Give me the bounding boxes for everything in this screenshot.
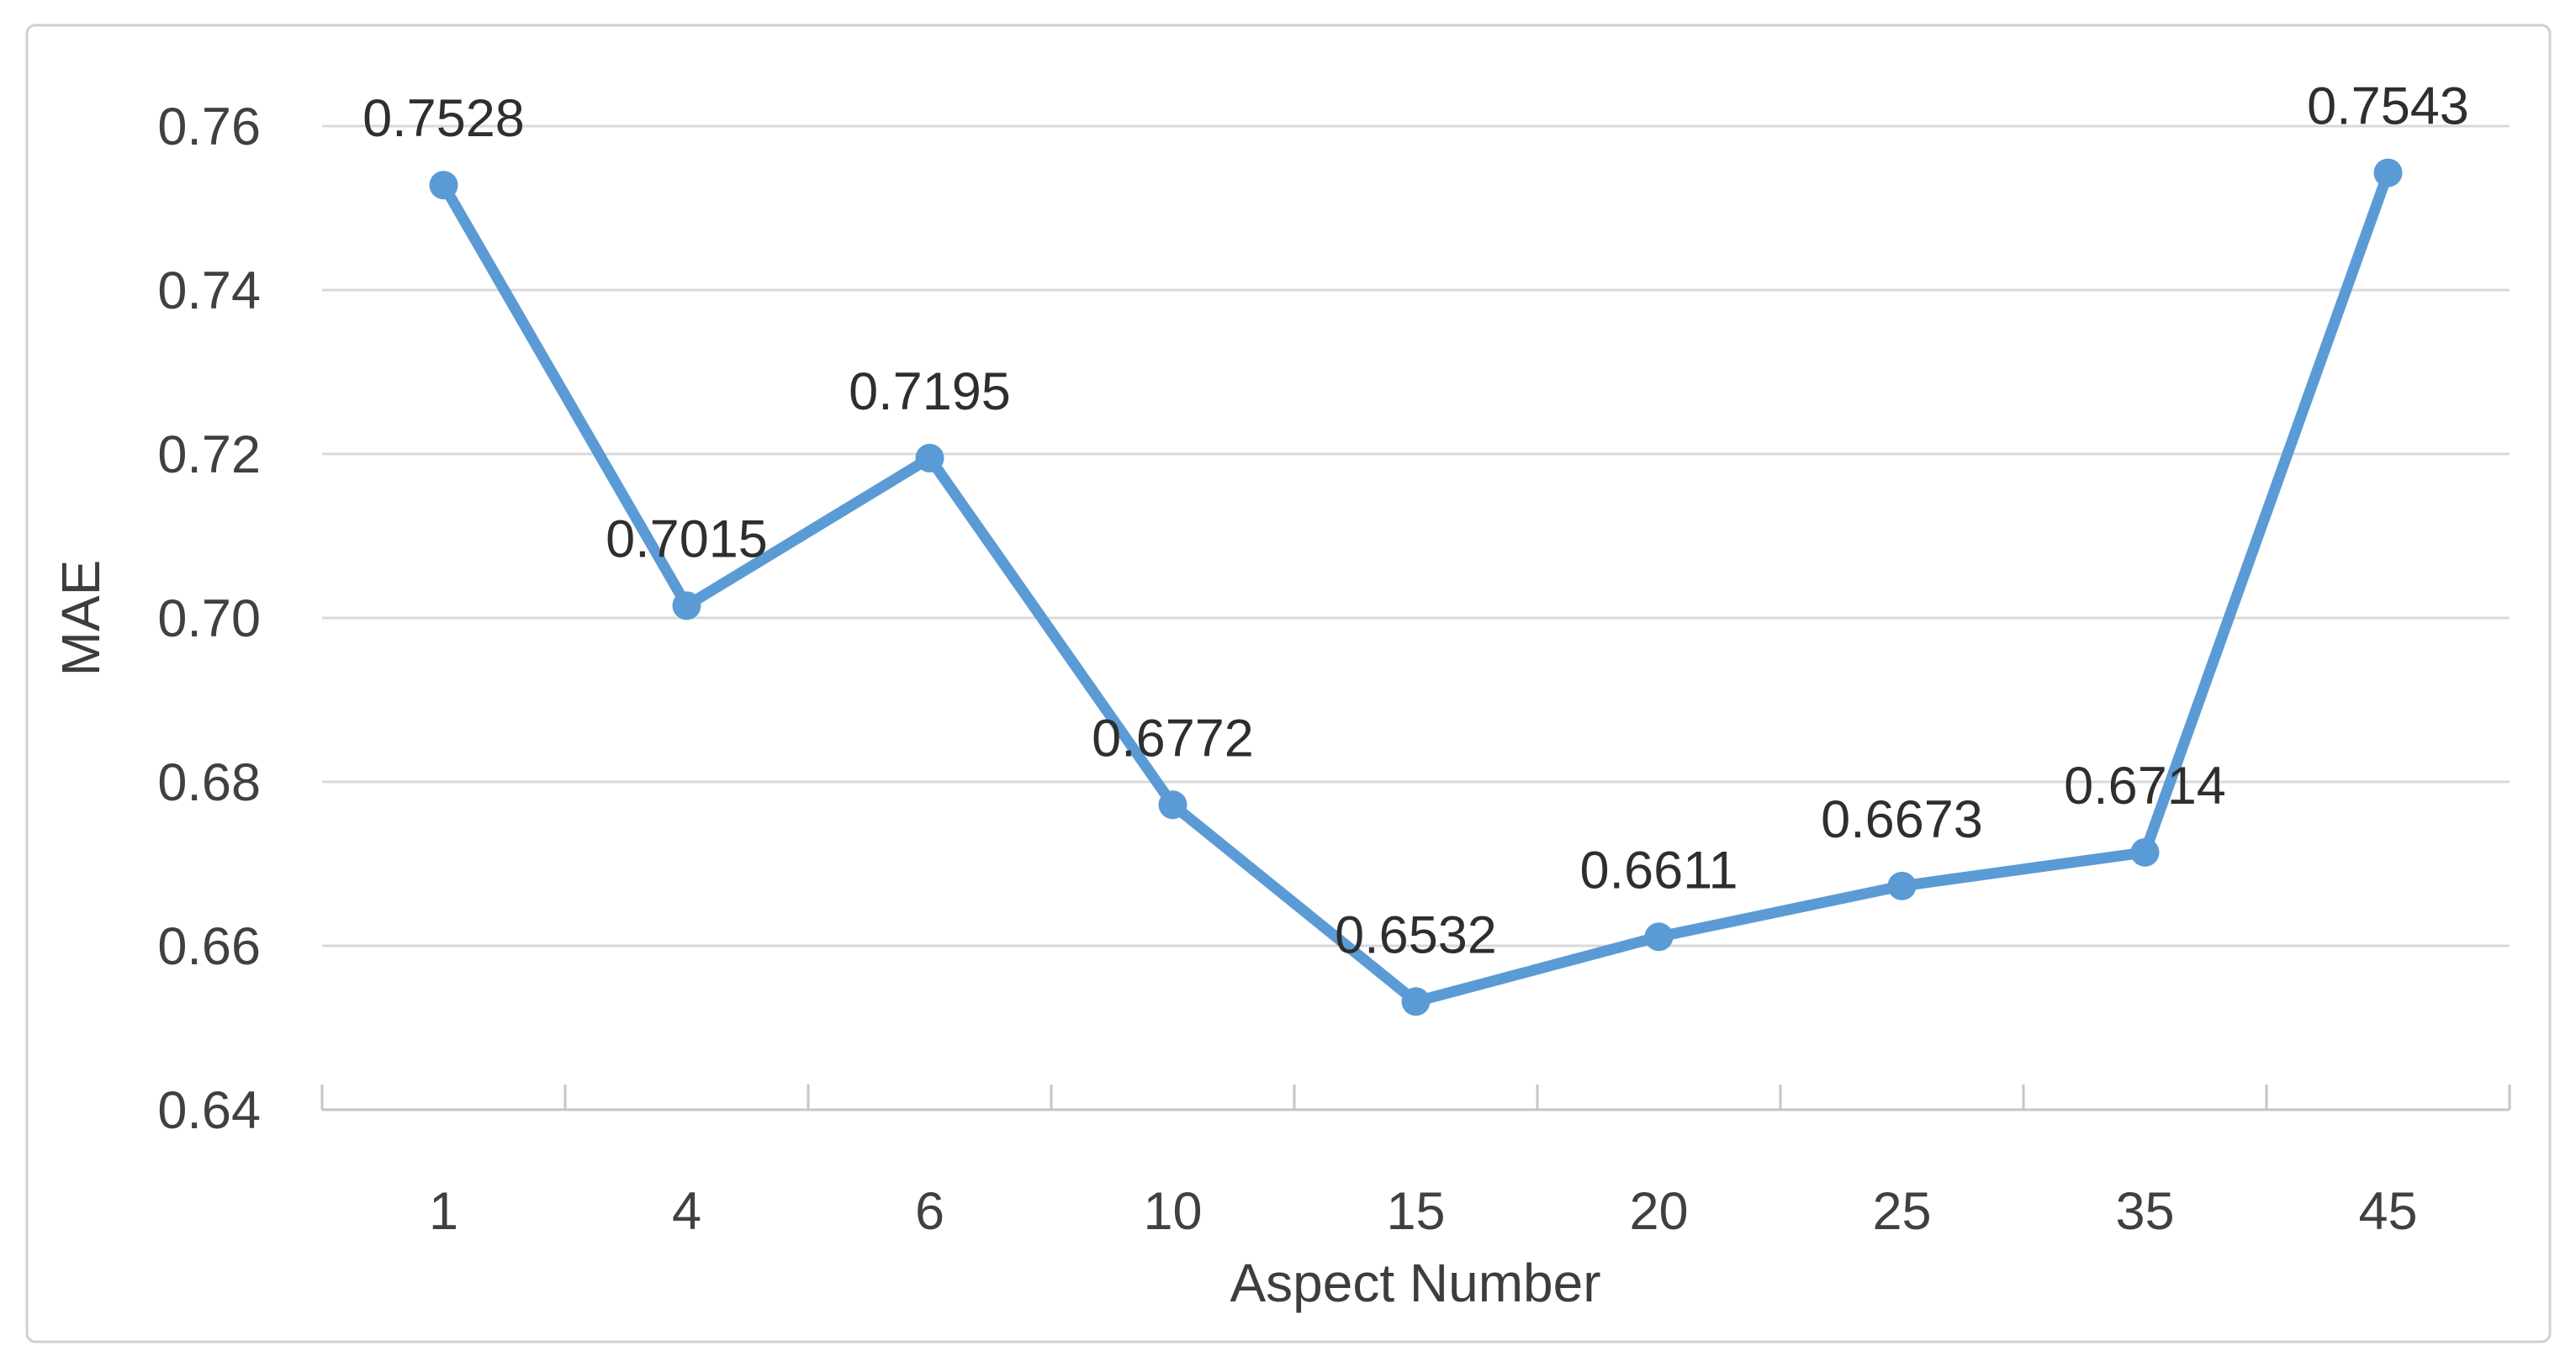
- y-tick-label: 0.74: [157, 261, 261, 320]
- x-tick-label: 10: [1143, 1182, 1202, 1241]
- data-point: [672, 591, 701, 620]
- x-tick-label: 45: [2358, 1182, 2417, 1241]
- x-tick-label: 6: [915, 1182, 944, 1241]
- y-axis-tick-labels: 0.64 0.66 0.68 0.70 0.72 0.74 0.76: [157, 98, 261, 1140]
- x-axis-tick-labels: 1 4 6 10 15 20 25 35 45: [429, 1182, 2418, 1241]
- chart-border: [25, 24, 2552, 1343]
- data-point: [429, 171, 458, 200]
- data-point: [1158, 790, 1187, 820]
- y-tick-label: 0.66: [157, 917, 261, 976]
- data-label: 0.6673: [1821, 790, 1983, 849]
- data-label: 0.6772: [1092, 709, 1254, 768]
- data-point: [1887, 871, 1917, 900]
- data-point: [2373, 158, 2403, 187]
- data-point: [2130, 837, 2160, 867]
- x-tick-label: 4: [672, 1182, 701, 1241]
- data-point: [1401, 987, 1431, 1016]
- x-tick-label: 15: [1386, 1182, 1445, 1241]
- x-tick-label: 20: [1629, 1182, 1688, 1241]
- y-tick-label: 0.70: [157, 589, 261, 648]
- data-label: 0.6532: [1335, 905, 1497, 964]
- data-point: [1644, 922, 1674, 952]
- data-label: 0.7528: [362, 89, 525, 148]
- y-axis-title: MAE: [50, 560, 111, 677]
- y-tick-label: 0.64: [157, 1081, 261, 1140]
- data-point: [915, 443, 944, 472]
- series-line: [438, 167, 2394, 1007]
- data-label: 0.7195: [849, 362, 1011, 421]
- y-tick-label: 0.72: [157, 425, 261, 484]
- data-series: [429, 158, 2403, 1016]
- x-axis-title: Aspect Number: [1230, 1253, 1600, 1313]
- y-tick-label: 0.68: [157, 753, 261, 812]
- data-label: 0.6611: [1579, 841, 1738, 900]
- x-axis: [320, 1085, 2511, 1111]
- y-tick-label: 0.76: [157, 98, 261, 156]
- data-labels: 0.7528 0.7015 0.7195 0.6772 0.6532 0.6611 0.66…: [362, 77, 2469, 965]
- data-label: 0.7015: [606, 509, 768, 568]
- data-label: 0.7543: [2307, 77, 2469, 136]
- x-tick-label: 35: [2115, 1182, 2174, 1241]
- x-tick-label: 1: [429, 1182, 458, 1241]
- x-tick-label: 25: [1872, 1182, 1931, 1241]
- data-label: 0.6714: [2064, 757, 2226, 815]
